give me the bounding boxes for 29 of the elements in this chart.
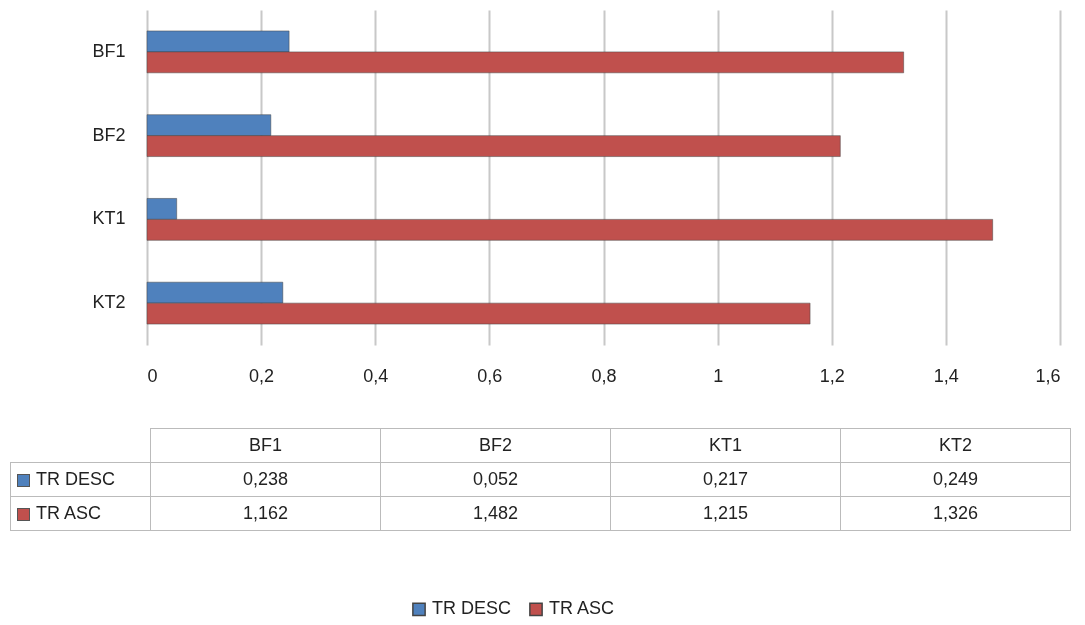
y-tick-label: BF2 xyxy=(92,124,126,145)
y-tick-label: KT2 xyxy=(92,292,126,313)
x-tick-label: 0 xyxy=(147,365,158,386)
data-label: 1,326 xyxy=(840,496,1071,531)
x-tick-label: 1 xyxy=(713,365,724,386)
category-label: BF1 xyxy=(150,428,381,463)
x-tick-label: 1,2 xyxy=(819,365,845,386)
x-tick-label: 0,4 xyxy=(363,365,389,386)
x-tick-label: 0,2 xyxy=(249,365,275,386)
legend-label: TR ASC xyxy=(549,598,615,619)
data-label: 0,238 xyxy=(150,462,381,497)
data-label: 1,215 xyxy=(610,496,841,531)
data-label: 0,052 xyxy=(380,462,611,497)
x-tick-label: 0,6 xyxy=(477,365,503,386)
legend-label: TR DESC xyxy=(10,462,151,497)
data-label: 1,162 xyxy=(150,496,381,531)
legend-label: TR ASC xyxy=(10,496,151,531)
y-tick-label: BF1 xyxy=(92,40,126,61)
y-tick-label: KT1 xyxy=(92,208,126,229)
data-label: 0,249 xyxy=(840,462,1071,497)
legend-label: TR DESC xyxy=(432,598,512,619)
data-label: 0,217 xyxy=(610,462,841,497)
category-label: KT2 xyxy=(840,428,1071,463)
data-label: 1,482 xyxy=(380,496,611,531)
category-label: KT1 xyxy=(610,428,841,463)
x-tick-label: 0,8 xyxy=(591,365,617,386)
x-tick-label: 1,4 xyxy=(933,365,959,386)
x-tick-label: 1,6 xyxy=(1035,365,1061,386)
category-label: BF2 xyxy=(380,428,611,463)
